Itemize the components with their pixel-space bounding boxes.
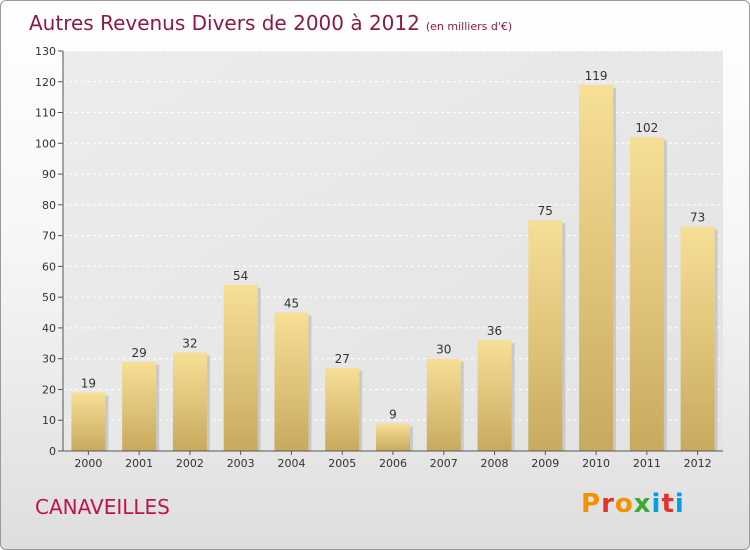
- proxiti-logo: Proxiti: [581, 489, 685, 519]
- chart-subtitle: (en milliers d'€): [425, 20, 513, 33]
- data-label-2004: 45: [284, 297, 299, 311]
- y-tick-label: 60: [42, 260, 56, 273]
- data-label-2008: 36: [487, 324, 502, 338]
- y-tick-label: 70: [42, 230, 56, 243]
- logo-letter: o: [614, 489, 634, 519]
- bar-2000: [71, 392, 106, 451]
- bar-2003: [223, 284, 258, 451]
- chart-title-text: Autres Revenus Divers de 2000 à 2012: [29, 11, 420, 35]
- data-label-2007: 30: [436, 343, 451, 357]
- logo-letter: i: [651, 489, 662, 519]
- x-tick-label-2003: 2003: [227, 457, 255, 470]
- x-tick-label-2000: 2000: [74, 457, 102, 470]
- x-tick-label-2005: 2005: [328, 457, 356, 470]
- y-tick-label: 90: [42, 168, 56, 181]
- logo-letter: P: [581, 489, 602, 519]
- commune-name: CANAVEILLES: [35, 495, 170, 519]
- logo-letter: t: [661, 489, 675, 519]
- logo-letter: x: [633, 489, 652, 519]
- bar-2007: [426, 358, 461, 451]
- x-tick-label-2012: 2012: [684, 457, 712, 470]
- data-label-2005: 27: [335, 352, 350, 366]
- bar-2006: [376, 423, 410, 451]
- logo-letter: r: [601, 489, 615, 519]
- bar-2011: [629, 137, 664, 451]
- x-tick-label-2001: 2001: [125, 457, 153, 470]
- y-tick-label: 20: [42, 383, 56, 396]
- y-tick-label: 0: [49, 445, 56, 458]
- y-tick-label: 50: [42, 291, 56, 304]
- y-tick-label: 130: [35, 45, 56, 58]
- bar-2008: [477, 340, 512, 451]
- bar-2009: [528, 220, 563, 451]
- data-label-2002: 32: [182, 337, 197, 351]
- data-label-2010: 119: [585, 69, 608, 83]
- bar-2002: [172, 352, 207, 451]
- y-tick-label: 30: [42, 353, 56, 366]
- data-label-2006: 9: [389, 407, 397, 421]
- x-tick-label-2006: 2006: [379, 457, 407, 470]
- x-tick-label-2010: 2010: [582, 457, 610, 470]
- data-label-2003: 54: [233, 269, 248, 283]
- bar-2010: [579, 84, 614, 451]
- x-tick-label-2002: 2002: [176, 457, 204, 470]
- bar-2004: [274, 312, 309, 451]
- data-label-2011: 102: [635, 121, 658, 135]
- y-tick-label: 120: [35, 76, 56, 89]
- data-label-2001: 29: [132, 346, 147, 360]
- y-tick-label: 80: [42, 199, 56, 212]
- y-tick-label: 40: [42, 322, 56, 335]
- data-label-2012: 73: [690, 210, 705, 224]
- chart-title: Autres Revenus Divers de 2000 à 2012 (en …: [29, 11, 512, 35]
- y-tick-label: 10: [42, 414, 56, 427]
- bar-2012: [680, 226, 715, 451]
- x-tick-label-2004: 2004: [277, 457, 305, 470]
- bar-2001: [122, 361, 157, 451]
- x-tick-label-2009: 2009: [531, 457, 559, 470]
- x-tick-label-2007: 2007: [430, 457, 458, 470]
- data-label-2000: 19: [81, 377, 96, 391]
- data-label-2009: 75: [538, 204, 553, 218]
- y-tick-label: 100: [35, 137, 56, 150]
- y-tick-label: 110: [35, 107, 56, 120]
- x-tick-label-2011: 2011: [633, 457, 661, 470]
- plot-area: [63, 51, 723, 451]
- x-tick-label-2008: 2008: [481, 457, 509, 470]
- logo-letter: i: [674, 489, 685, 519]
- bar-2005: [325, 367, 360, 451]
